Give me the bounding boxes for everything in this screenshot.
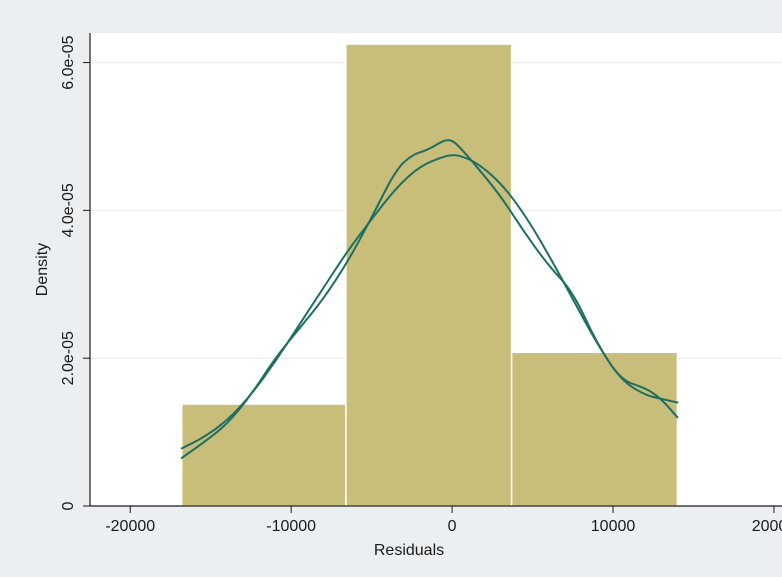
histogram-bar [510, 351, 679, 507]
x-axis-title: Residuals [374, 542, 444, 559]
axes: -20000 -10000 0 10000 20000 0 2.0e-05 4.0e-05 6.… [60, 33, 782, 535]
histogram-bar [345, 43, 513, 507]
x-tick-label: -20000 [105, 518, 155, 535]
density-curves [180, 139, 679, 459]
y-tick-label: 0 [60, 501, 77, 510]
y-tick-label: 2.0e-05 [60, 331, 77, 385]
histogram-bar [180, 403, 347, 507]
x-tick-label: 20000 [752, 518, 782, 535]
y-axis-title: Density [34, 243, 51, 296]
y-tick-label: 6.0e-05 [60, 35, 77, 89]
y-tick-label: 4.0e-05 [60, 183, 77, 237]
x-tick-label: 10000 [591, 518, 636, 535]
histogram-bars [180, 43, 679, 507]
x-tick-label: -10000 [266, 518, 316, 535]
density-curve-2 [180, 139, 679, 459]
x-tick-label: 0 [448, 518, 457, 535]
